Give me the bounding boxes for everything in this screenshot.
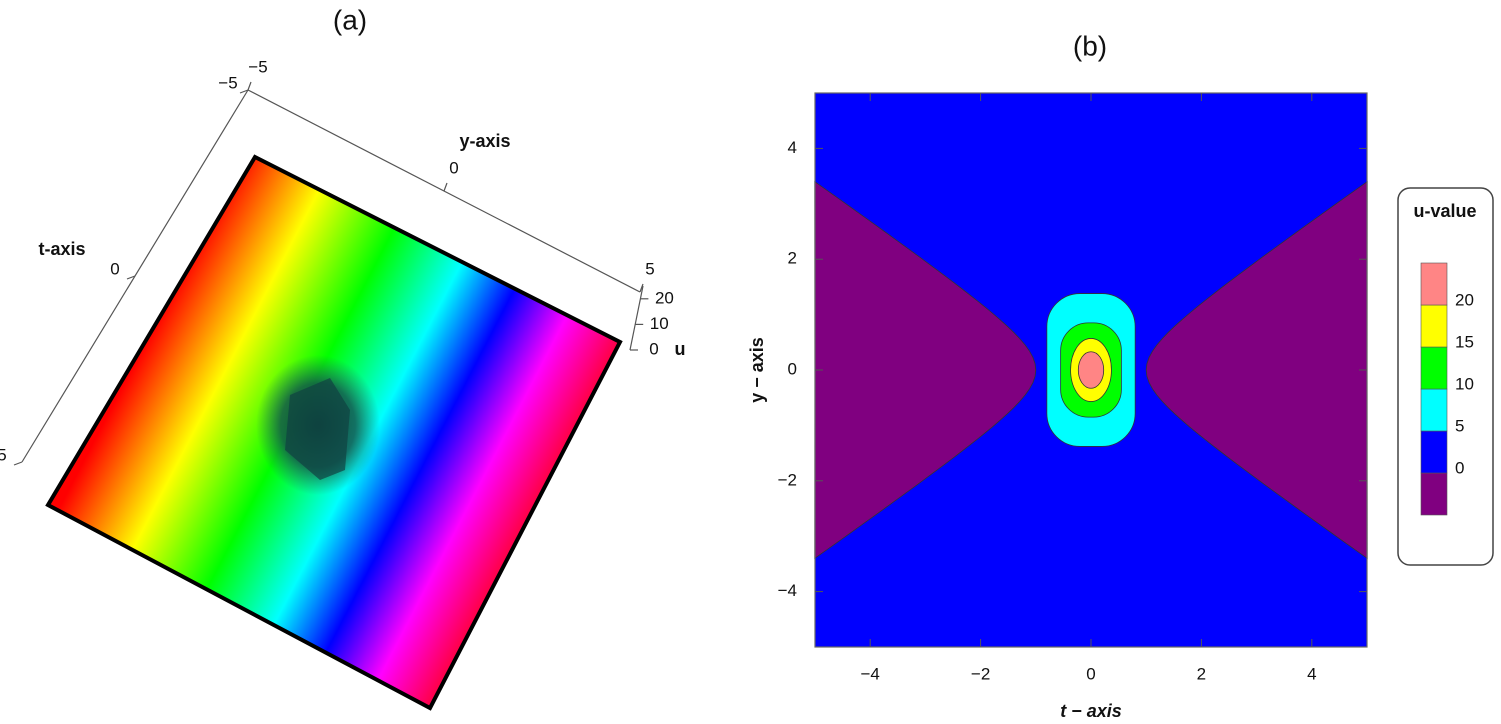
panel-a: (a) t-axis y-axis u −5 0 5 −5 0 5 0 10 20 [0,4,686,711]
contour-region [1077,351,1105,389]
axis-line [629,285,644,351]
contour-region [814,180,1037,560]
panel-title: (b) [1073,30,1107,61]
y-tick-label: 0 [788,359,797,378]
panel-b: (b) t − axis y − axis u-value −4 −2 0 2 4 −4 −… [747,30,1494,721]
tick-label: 5 [0,445,7,464]
legend-label: 0 [1455,458,1464,477]
surface-peak [285,378,350,480]
axis-label: y − axis [747,337,767,403]
contour-region [1145,180,1368,560]
legend-swatch [1420,346,1448,390]
axis-label: u [675,339,686,359]
tick-label: 0 [649,339,658,358]
legend-swatch [1420,430,1448,474]
tick-mark [639,283,644,293]
tick-mark [126,275,136,280]
x-tick-label: −2 [971,664,990,683]
x-tick-label: 4 [1307,664,1316,683]
tick-label: 0 [449,158,458,177]
tick-label: 20 [655,288,674,307]
legend-swatch [1420,388,1448,432]
axis-label: y-axis [459,131,510,151]
legend-label: 5 [1455,416,1464,435]
x-tick-label: 2 [1197,664,1206,683]
legend-label: 15 [1455,332,1474,351]
legend-swatch [1420,262,1448,306]
tick-label: 10 [650,314,669,333]
y-tick-label: 4 [788,138,797,157]
panel-title: (a) [333,4,367,35]
tick-label: 5 [645,259,654,278]
y-tick-label: 2 [788,249,797,268]
x-tick-label: −4 [861,664,880,683]
tick-mark [13,461,23,466]
tick-mark [443,182,448,192]
tick-mark [247,81,252,91]
legend-swatch [1420,472,1448,516]
axis-label: t − axis [1060,701,1122,721]
axis-label: t-axis [38,239,85,259]
tick-label: 0 [110,259,119,278]
tick-label: −5 [248,57,267,76]
legend-label: 20 [1455,290,1474,309]
tick-label: −5 [218,73,237,92]
legend-title: u-value [1413,201,1476,221]
tick-mark [239,89,249,94]
x-tick-label: 0 [1086,664,1095,683]
legend-swatch [1420,304,1448,348]
y-tick-label: −4 [778,581,797,600]
y-tick-label: −2 [778,470,797,489]
legend-label: 10 [1455,374,1474,393]
